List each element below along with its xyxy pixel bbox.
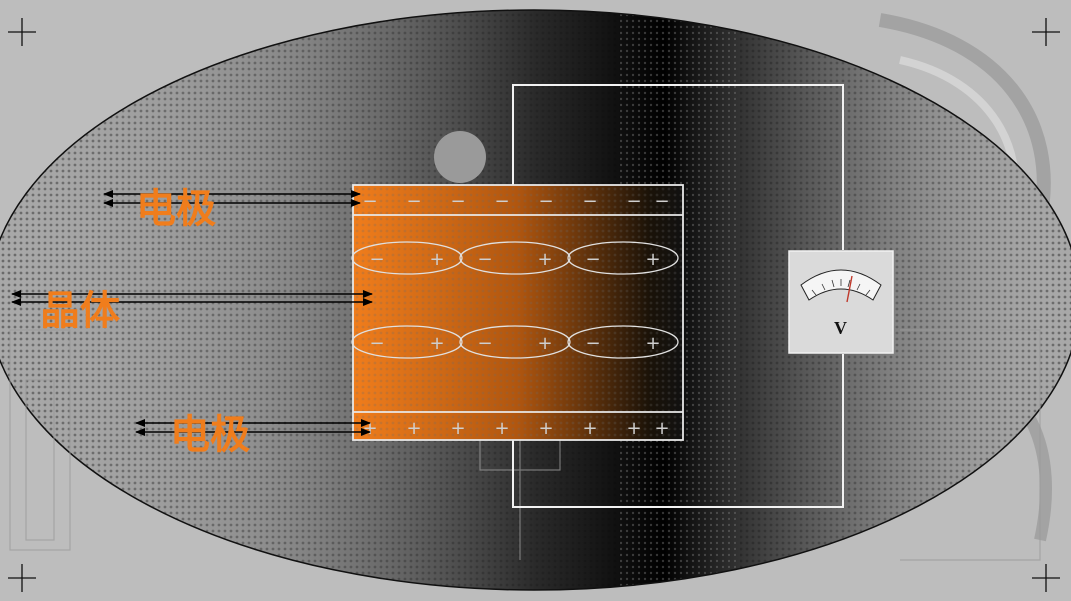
electrode-lines [352,184,684,441]
dipole-positive-sign: + [429,249,444,270]
dipole-negative-sign: − [477,333,492,354]
top-electrode-sign: − [406,191,421,212]
label-electrode-top: 电极 [136,185,216,232]
bottom-electrode-sign: + [406,418,421,439]
voltmeter-label: V [834,318,847,338]
bottom-electrode-sign: + [582,418,597,439]
bottom-electrode-sign: + [626,418,641,439]
dipole-negative-sign: − [477,249,492,270]
dipole: − + [567,325,679,359]
dipole-positive-sign: + [537,249,552,270]
dipole-negative-sign: − [585,249,600,270]
dipole-positive-sign: + [429,333,444,354]
bottom-electrode-sign: + [494,418,509,439]
voltmeter-icon: V [788,250,894,354]
top-electrode-sign: − [626,191,641,212]
dipole: − + [459,241,571,275]
dipole-positive-sign: + [645,333,660,354]
dipole-negative-sign: − [369,249,384,270]
bottom-electrode-sign: + [538,418,553,439]
dipole: − + [351,241,463,275]
dipole-group: − + − + − +− + − + − + [351,241,679,359]
dipole: − + [567,241,679,275]
top-electrode-signs: − − − − − − − − [362,191,669,212]
dipole-positive-sign: + [537,333,552,354]
label-arrows [11,190,373,436]
gray-ball [434,131,486,183]
oval-outline [0,9,1071,591]
top-electrode-sign: − [494,191,509,212]
top-electrode-sign: − [362,191,377,212]
top-electrode-sign: − [582,191,597,212]
bottom-electrode-sign: + [450,418,465,439]
crosshair-icon [8,18,1060,592]
bottom-electrode-signs: + + + + + + + + [362,418,669,439]
dipole-negative-sign: − [585,333,600,354]
circuit-wire [512,84,844,508]
top-electrode-sign: − [538,191,553,212]
label-crystal: 晶体 [40,287,120,334]
top-electrode-sign: − [450,191,465,212]
bottom-electrode-sign: + [654,418,669,439]
dipole-positive-sign: + [645,249,660,270]
bottom-electrode-sign: + [362,418,377,439]
label-electrode-bottom: 电极 [170,411,250,458]
dipole-negative-sign: − [369,333,384,354]
dipole: − + [459,325,571,359]
top-electrode-sign: − [654,191,669,212]
dipole: − + [351,325,463,359]
